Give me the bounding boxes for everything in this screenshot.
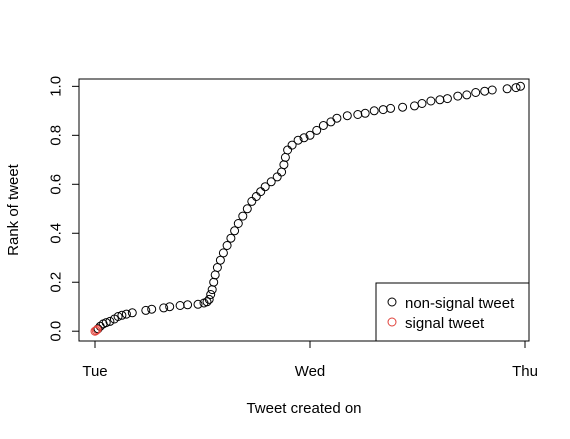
- y-tick-label: 0.8: [48, 125, 65, 146]
- point-non-signal-tweet: [287, 140, 297, 150]
- point-non-signal-tweet: [141, 305, 151, 315]
- point-non-signal-tweet: [435, 95, 445, 105]
- x-axis-title: Tweet created on: [246, 400, 361, 417]
- y-tick-label: 0.2: [48, 272, 65, 293]
- x-tick-label: Tue: [82, 363, 107, 380]
- point-non-signal-tweet: [266, 177, 276, 187]
- point-non-signal-tweet: [511, 83, 521, 93]
- point-non-signal-tweet: [183, 300, 193, 310]
- point-non-signal-tweet: [206, 290, 216, 299]
- point-non-signal-tweet: [480, 86, 490, 96]
- point-signal-tweet: [91, 326, 101, 335]
- point-non-signal-tweet: [209, 277, 219, 287]
- point-non-signal-tweet: [398, 102, 408, 112]
- legend-marker-signal: [387, 317, 397, 327]
- point-non-signal-tweet: [247, 196, 257, 206]
- point-non-signal-tweet: [165, 302, 175, 312]
- x-axis: Tue Wed Thu: [82, 340, 538, 380]
- point-non-signal-tweet: [293, 135, 303, 145]
- point-non-signal-tweet: [251, 192, 261, 201]
- point-non-signal-tweet: [193, 299, 203, 309]
- point-non-signal-tweet: [386, 103, 396, 113]
- point-non-signal-tweet: [218, 248, 228, 258]
- point-non-signal-tweet: [442, 94, 452, 104]
- point-non-signal-tweet: [277, 167, 287, 177]
- point-non-signal-tweet: [159, 303, 169, 313]
- point-non-signal-tweet: [369, 106, 379, 116]
- legend-marker-non-signal: [387, 297, 397, 307]
- point-non-signal-tweet: [342, 111, 352, 121]
- point-non-signal-tweet: [117, 310, 127, 320]
- point-non-signal-tweet: [353, 110, 363, 119]
- point-non-signal-tweet: [242, 204, 252, 214]
- legend-box: [375, 282, 530, 342]
- point-non-signal-tweet: [175, 301, 185, 310]
- y-axis: 0.0 0.2 0.4 0.6 0.8 1.0: [48, 76, 80, 342]
- point-non-signal-tweet: [462, 90, 472, 100]
- point-non-signal-tweet: [318, 121, 328, 130]
- point-signal-tweet: [90, 326, 100, 336]
- point-non-signal-tweet: [279, 160, 289, 170]
- point-non-signal-tweet: [502, 84, 512, 94]
- y-tick-label: 1.0: [48, 76, 65, 97]
- y-tick-label: 0.6: [48, 174, 65, 195]
- point-non-signal-tweet: [207, 285, 217, 295]
- point-non-signal-tweet: [283, 145, 293, 155]
- point-non-signal-tweet: [299, 133, 309, 143]
- point-signal-tweet: [92, 325, 102, 334]
- point-non-signal-tweet: [212, 263, 222, 272]
- point-non-signal-tweet: [426, 96, 436, 106]
- point-non-signal-tweet: [238, 211, 248, 221]
- legend-label-non-signal: non-signal tweet: [405, 295, 515, 312]
- point-non-signal-tweet: [121, 309, 131, 319]
- y-tick-label: 0.0: [48, 321, 65, 342]
- point-non-signal-tweet: [471, 88, 481, 97]
- legend-label-signal: signal tweet: [405, 315, 485, 332]
- point-non-signal-tweet: [113, 312, 123, 321]
- point-non-signal-tweet: [233, 219, 243, 228]
- point-non-signal-tweet: [215, 255, 225, 265]
- point-non-signal-tweet: [222, 241, 232, 250]
- point-non-signal-tweet: [105, 316, 115, 326]
- point-non-signal-tweet: [202, 297, 212, 307]
- y-tick-label: 0.4: [48, 223, 65, 244]
- point-non-signal-tweet: [326, 117, 336, 127]
- point-non-signal-tweet: [360, 108, 370, 118]
- point-non-signal-tweet: [272, 172, 282, 182]
- point-non-signal-tweet: [410, 101, 419, 111]
- point-non-signal-tweet: [93, 324, 103, 334]
- y-axis-title: Rank of tweet: [5, 163, 22, 256]
- x-tick-label: Thu: [512, 363, 538, 380]
- point-non-signal-tweet: [516, 81, 525, 91]
- point-non-signal-tweet: [487, 85, 497, 95]
- point-non-signal-tweet: [230, 226, 240, 236]
- chart-marks: [90, 81, 525, 336]
- x-tick-label: Wed: [295, 363, 326, 380]
- point-non-signal-tweet: [147, 304, 157, 314]
- point-non-signal-tweet: [453, 91, 463, 101]
- point-non-signal-tweet: [256, 187, 266, 197]
- point-non-signal-tweet: [332, 113, 342, 123]
- point-non-signal-tweet: [312, 125, 322, 135]
- legend: non-signal tweet signal tweet: [375, 282, 530, 342]
- point-non-signal-tweet: [378, 105, 388, 115]
- point-non-signal-tweet: [101, 318, 111, 328]
- point-non-signal-tweet: [417, 99, 427, 108]
- point-non-signal-tweet: [204, 294, 214, 304]
- point-non-signal-tweet: [127, 308, 137, 318]
- point-non-signal-tweet: [280, 152, 290, 162]
- point-non-signal-tweet: [260, 182, 270, 192]
- point-non-signal-tweet: [210, 270, 220, 280]
- point-non-signal-tweet: [226, 233, 236, 243]
- point-non-signal-tweet: [305, 130, 315, 140]
